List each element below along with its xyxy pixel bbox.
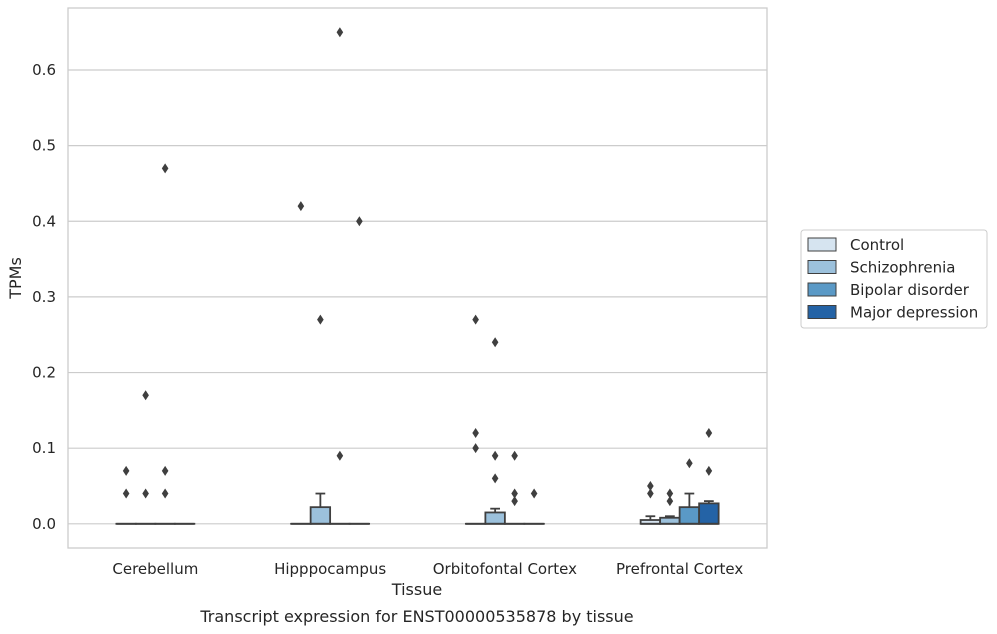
- chart-title: Transcript expression for ENST0000053587…: [199, 607, 633, 626]
- box: [659, 516, 681, 525]
- legend-swatch: [807, 282, 837, 297]
- outlier-point: [161, 163, 169, 174]
- y-tick-label: 0.4: [32, 212, 56, 230]
- outlier-point: [511, 496, 518, 507]
- legend-label: Schizophrenia: [850, 259, 955, 277]
- outlier-point: [472, 443, 479, 454]
- y-tick-label: 0.1: [32, 439, 56, 457]
- legend-label: Major depression: [850, 304, 978, 322]
- outlier-point: [297, 201, 305, 212]
- box: [484, 511, 506, 525]
- legend-label: Bipolar disorder: [850, 281, 970, 299]
- outlier-point: [511, 450, 518, 461]
- box: [309, 506, 332, 525]
- outlier-point: [472, 428, 479, 439]
- box-plots: [115, 492, 720, 525]
- legend-swatch: [807, 305, 837, 319]
- y-tick-labels: 0.0 0.1 0.2 0.3 0.4 0.5 0.6: [32, 61, 56, 533]
- legend-label: Control: [850, 236, 904, 254]
- legend-frame: [800, 229, 988, 329]
- x-tick-label: Orbitofontal Cortex: [433, 560, 577, 578]
- y-tick-label: 0.6: [32, 61, 56, 79]
- legend-swatch: [807, 260, 837, 274]
- outlier-point: [161, 465, 169, 476]
- outlier-point: [317, 314, 324, 325]
- legend-swatch: [807, 237, 837, 252]
- x-tick-labels: Cerebellum Hipppocampus Orbitofontal Corte…: [112, 560, 743, 578]
- outlier-point: [530, 488, 538, 499]
- outlier-point: [142, 488, 149, 499]
- y-tick-label: 0.0: [32, 515, 56, 533]
- outlier-point: [686, 458, 693, 469]
- x-tick-label: Prefrontal Cortex: [616, 560, 743, 578]
- outlier-point: [472, 314, 479, 325]
- outlier-point: [705, 428, 713, 439]
- outlier-point: [356, 216, 363, 227]
- box: [678, 506, 701, 525]
- outlier-point: [142, 390, 149, 401]
- outlier-point: [336, 27, 344, 38]
- outlier-point: [705, 465, 713, 476]
- y-tick-label: 0.3: [32, 288, 56, 306]
- x-axis-title: Tissue: [391, 580, 442, 599]
- y-tick-label: 0.2: [32, 364, 56, 382]
- legend: Control Schizophrenia Bipolar disorder Majo…: [800, 229, 988, 329]
- outlier-point: [336, 450, 344, 461]
- outlier-point: [491, 450, 499, 461]
- outlier-point: [647, 488, 654, 499]
- outlier-point: [491, 337, 499, 348]
- x-tick-label: Hipppocampus: [274, 560, 386, 578]
- y-tick-label: 0.5: [32, 137, 56, 155]
- outlier-point: [161, 488, 169, 499]
- outlier-point: [666, 496, 674, 507]
- outlier-point: [666, 488, 674, 499]
- outlier-point: [647, 480, 654, 491]
- outlier-point: [511, 488, 518, 499]
- y-axis-title: TPMs: [6, 257, 25, 300]
- x-tick-label: Cerebellum: [112, 560, 198, 578]
- plot-frame: [67, 7, 768, 549]
- outlier-point: [122, 465, 130, 476]
- outlier-points: [122, 27, 713, 507]
- outlier-point: [122, 488, 130, 499]
- outlier-point: [491, 473, 499, 484]
- box: [698, 502, 720, 525]
